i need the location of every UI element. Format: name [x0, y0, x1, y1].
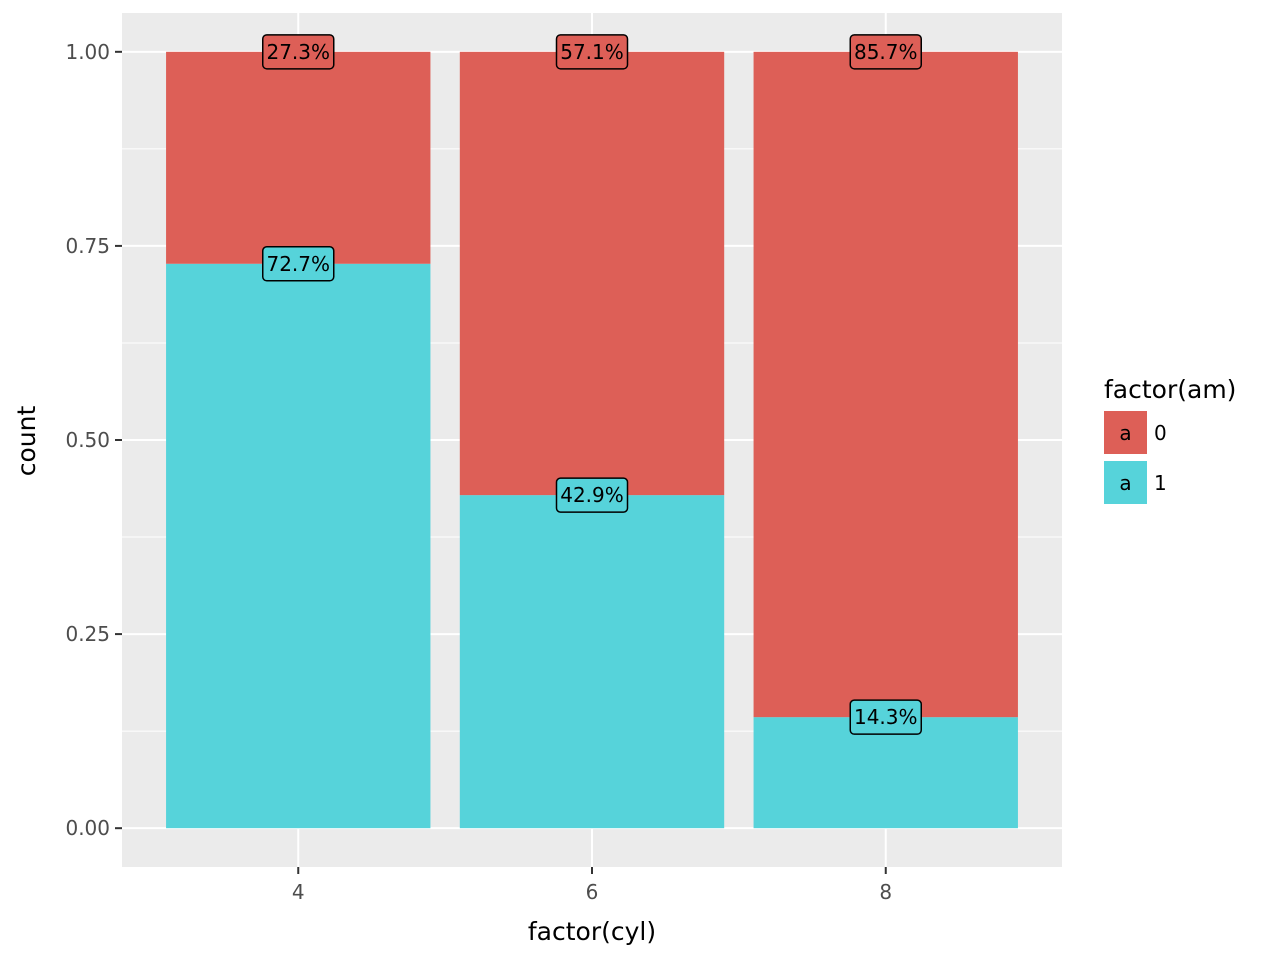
legend-key-glyph: a — [1119, 471, 1131, 495]
bar-label-box — [262, 34, 335, 70]
x-tick-label: 4 — [292, 880, 305, 904]
bar-label-am1-cyl6: 42.9% — [555, 477, 629, 513]
y-tick-label: 0.50 — [65, 428, 110, 452]
y-tick-label: 1.00 — [65, 40, 110, 64]
legend-key-glyph: a — [1119, 421, 1131, 445]
bar-am0-cyl6 — [459, 51, 725, 496]
bar-label-box — [849, 699, 922, 735]
y-tick-label: 0.00 — [65, 816, 110, 840]
bar-am1-cyl4 — [166, 263, 431, 829]
bar-label-box — [555, 477, 629, 513]
bar-label-am1-cyl8: 14.3% — [849, 699, 922, 735]
y-tick-label: 0.75 — [65, 234, 110, 258]
bar-label-am0-cyl4: 27.3% — [262, 34, 335, 70]
x-axis-title: factor(cyl) — [528, 917, 656, 946]
bar-label-text: 85.7% — [854, 40, 918, 64]
bar-label-text: 57.1% — [560, 40, 624, 64]
bar-label-text: 27.3% — [266, 40, 330, 64]
bar-am1-cyl8 — [753, 717, 1018, 829]
bar-label-text: 72.7% — [266, 252, 330, 276]
y-tick-label: 0.25 — [65, 622, 110, 646]
legend: factor(am) a 0a 1 — [1104, 375, 1236, 504]
bar-labels: 72.7% 27.3% 42.9% 57.1% 14.3% 85.7% — [262, 34, 922, 735]
legend-entry-label: 1 — [1154, 471, 1167, 495]
bar-am1-cyl6 — [459, 495, 725, 829]
bar-label-box — [262, 246, 335, 282]
bars — [166, 51, 1018, 829]
legend-entry-label: 0 — [1154, 421, 1167, 445]
legend-key-swatch — [1104, 411, 1147, 454]
x-tick-label: 6 — [586, 880, 599, 904]
legend-title: factor(am) — [1104, 375, 1236, 404]
y-axis-title: count — [12, 406, 41, 477]
axes: 0.00 0.25 0.50 0.75 1.00 4 6 8 — [65, 40, 892, 904]
bar-label-text: 42.9% — [560, 483, 624, 507]
bar-label-am1-cyl4: 72.7% — [262, 246, 335, 282]
x-tick-label: 8 — [879, 880, 892, 904]
bar-am0-cyl8 — [753, 51, 1018, 718]
bar-label-am0-cyl6: 57.1% — [555, 34, 629, 70]
legend-keys: a 0a 1 — [1104, 411, 1167, 504]
bar-am0-cyl4 — [166, 51, 431, 264]
bar-label-am0-cyl8: 85.7% — [849, 34, 922, 70]
bar-label-box — [555, 34, 629, 70]
bar-label-text: 14.3% — [854, 705, 918, 729]
bar-label-box — [849, 34, 922, 70]
legend-key-swatch — [1104, 461, 1147, 504]
